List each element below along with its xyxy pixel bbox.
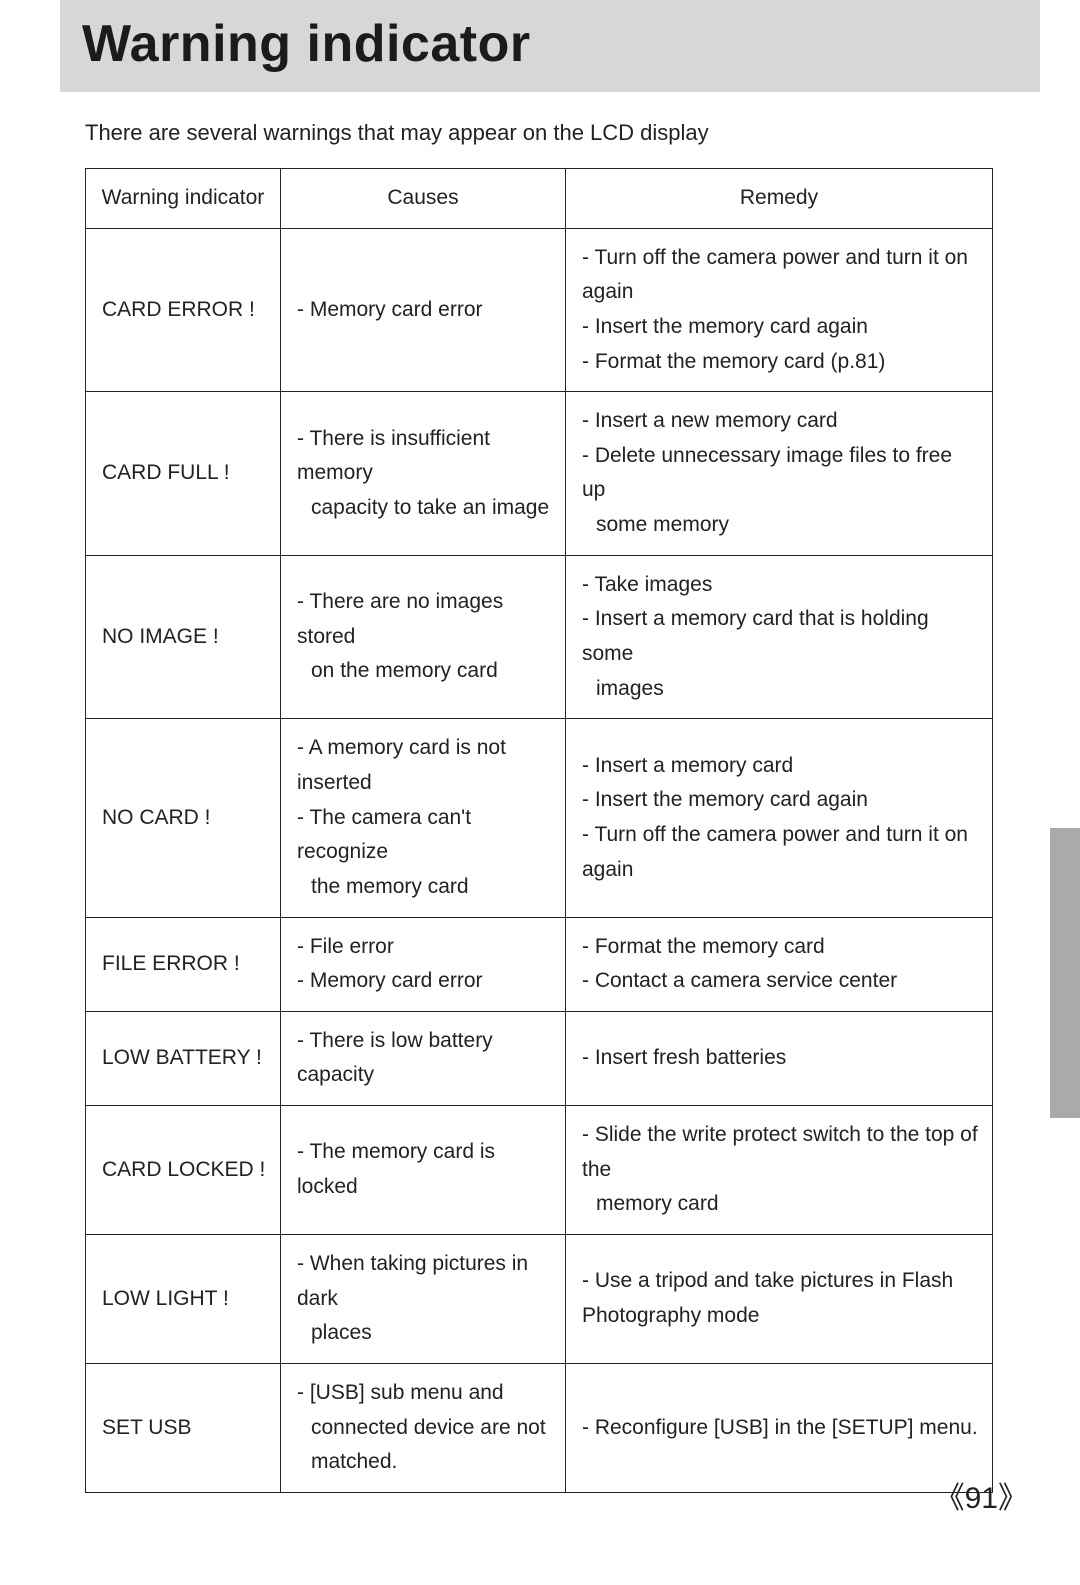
- indicator-label: CARD FULL !: [102, 456, 266, 491]
- section-tab: [1050, 828, 1080, 1118]
- causes-cell: - The memory card is locked: [281, 1106, 566, 1235]
- indicator-label: NO IMAGE !: [102, 620, 266, 655]
- table-row: NO IMAGE ! - There are no images storedon…: [86, 555, 993, 719]
- causes-cell: - There is insufficient memorycapacity t…: [281, 392, 566, 556]
- indicator-cell: NO CARD !: [86, 719, 281, 917]
- table-row: SET USB - [USB] sub menu andconnected dev…: [86, 1363, 993, 1492]
- remedy-line: Photography mode: [582, 1299, 978, 1334]
- document-page: Warning indicator There are several warn…: [0, 0, 1080, 1533]
- remedy-line: - Reconfigure [USB] in the [SETUP] menu.: [582, 1411, 978, 1446]
- table-header-row: Warning indicator Causes Remedy: [86, 169, 993, 229]
- page-number: 《91》: [935, 1473, 1028, 1517]
- page-title: Warning indicator: [82, 14, 1022, 74]
- cause-line: - When taking pictures in dark: [297, 1247, 551, 1316]
- remedy-line: - Insert the memory card again: [582, 310, 978, 345]
- title-bar: Warning indicator: [60, 0, 1040, 92]
- cause-line: - File error: [297, 930, 551, 965]
- col-header-indicator: Warning indicator: [86, 169, 281, 229]
- warning-table: Warning indicator Causes Remedy CARD ERR…: [85, 168, 993, 1493]
- indicator-cell: CARD LOCKED !: [86, 1106, 281, 1235]
- cause-line: - There is insufficient memory: [297, 422, 551, 491]
- cause-line: - Memory card error: [297, 293, 551, 328]
- table-row: LOW LIGHT ! - When taking pictures in dar…: [86, 1235, 993, 1364]
- remedy-cell: - Format the memory card- Contact a came…: [566, 917, 993, 1011]
- remedy-line: - Contact a camera service center: [582, 964, 978, 999]
- causes-cell: - Memory card error: [281, 228, 566, 392]
- cause-line: - The camera can't recognize: [297, 801, 551, 870]
- cause-line: on the memory card: [297, 654, 551, 689]
- indicator-cell: CARD FULL !: [86, 392, 281, 556]
- table-row: NO CARD ! - A memory card is not inserted…: [86, 719, 993, 917]
- remedy-line: images: [582, 672, 978, 707]
- remedy-line: memory card: [582, 1187, 978, 1222]
- remedy-line: - Turn off the camera power and turn it …: [582, 241, 978, 310]
- remedy-line: - Insert a memory card: [582, 749, 978, 784]
- cause-line: - The memory card is locked: [297, 1135, 551, 1204]
- col-header-remedy: Remedy: [566, 169, 993, 229]
- table-row: LOW BATTERY ! - There is low battery capa…: [86, 1011, 993, 1105]
- indicator-label: CARD ERROR !: [102, 293, 266, 328]
- remedy-line: some memory: [582, 508, 978, 543]
- causes-cell: - There is low battery capacity: [281, 1011, 566, 1105]
- indicator-label: SET USB: [102, 1411, 266, 1446]
- indicator-cell: LOW LIGHT !: [86, 1235, 281, 1364]
- indicator-cell: SET USB: [86, 1363, 281, 1492]
- indicator-label: FILE ERROR !: [102, 947, 266, 982]
- remedy-line: - Format the memory card: [582, 930, 978, 965]
- remedy-cell: - Reconfigure [USB] in the [SETUP] menu.: [566, 1363, 993, 1492]
- remedy-line: - Insert a memory card that is holding s…: [582, 602, 978, 671]
- table-row: CARD FULL ! - There is insufficient memor…: [86, 392, 993, 556]
- remedy-line: - Insert fresh batteries: [582, 1041, 978, 1076]
- causes-cell: - File error- Memory card error: [281, 917, 566, 1011]
- remedy-cell: - Take images- Insert a memory card that…: [566, 555, 993, 719]
- cause-line: capacity to take an image: [297, 491, 551, 526]
- indicator-label: NO CARD !: [102, 801, 266, 836]
- remedy-line: - Turn off the camera power and turn it …: [582, 818, 978, 887]
- cause-line: places: [297, 1316, 551, 1351]
- cause-line: - Memory card error: [297, 964, 551, 999]
- indicator-label: LOW BATTERY !: [102, 1041, 266, 1076]
- table-row: FILE ERROR ! - File error- Memory card er…: [86, 917, 993, 1011]
- table-row: CARD LOCKED ! - The memory card is locked…: [86, 1106, 993, 1235]
- remedy-cell: - Insert a memory card- Insert the memor…: [566, 719, 993, 917]
- indicator-cell: NO IMAGE !: [86, 555, 281, 719]
- remedy-cell: - Insert a new memory card- Delete unnec…: [566, 392, 993, 556]
- remedy-line: - Format the memory card (p.81): [582, 345, 978, 380]
- remedy-cell: - Slide the write protect switch to the …: [566, 1106, 993, 1235]
- remedy-cell: - Turn off the camera power and turn it …: [566, 228, 993, 392]
- causes-cell: - A memory card is not inserted- The cam…: [281, 719, 566, 917]
- remedy-line: - Insert the memory card again: [582, 783, 978, 818]
- cause-line: - There is low battery capacity: [297, 1024, 551, 1093]
- cause-line: the memory card: [297, 870, 551, 905]
- remedy-line: - Delete unnecessary image files to free…: [582, 439, 978, 508]
- cause-line: - [USB] sub menu and: [297, 1376, 551, 1411]
- causes-cell: - When taking pictures in darkplaces: [281, 1235, 566, 1364]
- remedy-cell: - Insert fresh batteries: [566, 1011, 993, 1105]
- indicator-label: LOW LIGHT !: [102, 1282, 266, 1317]
- remedy-cell: - Use a tripod and take pictures in Flas…: [566, 1235, 993, 1364]
- cause-line: - There are no images stored: [297, 585, 551, 654]
- indicator-cell: LOW BATTERY !: [86, 1011, 281, 1105]
- intro-text: There are several warnings that may appe…: [85, 120, 1005, 146]
- col-header-causes: Causes: [281, 169, 566, 229]
- cause-line: connected device are not: [297, 1411, 551, 1446]
- indicator-cell: FILE ERROR !: [86, 917, 281, 1011]
- indicator-cell: CARD ERROR !: [86, 228, 281, 392]
- indicator-label: CARD LOCKED !: [102, 1153, 266, 1188]
- table-row: CARD ERROR ! - Memory card error - Turn of…: [86, 228, 993, 392]
- causes-cell: - [USB] sub menu andconnected device are…: [281, 1363, 566, 1492]
- remedy-line: - Take images: [582, 568, 978, 603]
- causes-cell: - There are no images storedon the memor…: [281, 555, 566, 719]
- cause-line: matched.: [297, 1445, 551, 1480]
- cause-line: - A memory card is not inserted: [297, 731, 551, 800]
- remedy-line: - Insert a new memory card: [582, 404, 978, 439]
- remedy-line: - Slide the write protect switch to the …: [582, 1118, 978, 1187]
- remedy-line: - Use a tripod and take pictures in Flas…: [582, 1264, 978, 1299]
